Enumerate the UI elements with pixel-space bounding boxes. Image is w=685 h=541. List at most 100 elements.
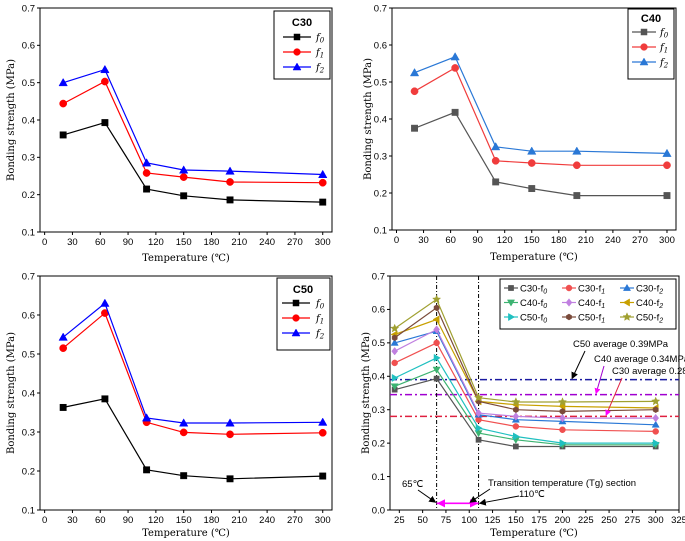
data-point-f2 — [141, 158, 152, 167]
data-point-f0 — [451, 108, 459, 116]
series-line-f1 — [414, 67, 667, 166]
series-line-c30-f0 — [394, 377, 656, 448]
x-tick-label: 270 — [632, 235, 648, 246]
x-tick-label: 125 — [485, 515, 501, 526]
axis-ticks: 0.1 0.2 0.3 0.4 0.5 0.6 0.7 0 30 60 90 120 150 180 210… — [22, 3, 331, 248]
legend-frame — [627, 8, 675, 80]
legend-label: f1 — [659, 43, 668, 55]
data-point-f0 — [101, 395, 109, 403]
x-tick-label: 0 — [42, 237, 47, 248]
data-point-c50-f1 — [513, 406, 519, 413]
legend-items: C30-f0 C30-f1 C30-f2 C40-f0 C40-f1 C40-f2 C50-… — [504, 284, 663, 325]
series-line-c30-f1 — [394, 342, 656, 432]
x-tick-label: 200 — [555, 515, 571, 526]
data-point-f0 — [319, 198, 327, 206]
y-tick-label: 0.1 — [22, 227, 35, 238]
data-point-c50-f2 — [557, 397, 568, 406]
data-point-c40-f1 — [559, 413, 566, 423]
data-point-c40-f0 — [390, 383, 399, 391]
data-point-f1 — [410, 87, 419, 96]
x-tick-label: 300 — [659, 235, 675, 246]
data-point-f1 — [451, 64, 459, 72]
x-tick-label: 180 — [204, 237, 220, 248]
legend-marker — [506, 299, 516, 307]
data-point-f0 — [180, 192, 188, 200]
legend-marker — [622, 298, 630, 307]
legend-marker — [640, 28, 648, 36]
y-tick-label: 0.3 — [22, 427, 35, 438]
y-tick-label: 0.7 — [372, 271, 385, 282]
series-marks — [58, 64, 328, 206]
x-tick-label: 250 — [601, 515, 617, 526]
data-point-f1 — [226, 430, 234, 439]
x-tick-label: 210 — [231, 515, 247, 526]
x-tick-label: 50 — [417, 515, 428, 526]
y-tick-label: 0.5 — [374, 77, 387, 88]
data-point-c30-f2 — [651, 420, 660, 428]
data-point-f1 — [101, 77, 109, 86]
data-point-f2 — [141, 413, 152, 422]
y-axis-label: Bonding strength (MPa) — [6, 332, 17, 454]
data-point-f1 — [527, 159, 536, 167]
y-tick-label: 0.1 — [374, 225, 387, 236]
data-point-c50-f0 — [652, 439, 660, 448]
x-tick-label: 90 — [472, 235, 483, 246]
series-line-c50-f0 — [394, 357, 656, 444]
data-point-f0 — [226, 196, 234, 204]
data-point-f2 — [450, 52, 460, 61]
data-point-f2 — [58, 332, 68, 341]
chart-title: C30 — [292, 17, 312, 29]
y-tick-label: 0.4 — [374, 114, 387, 125]
legend-marker — [565, 284, 573, 292]
x-tick-label: 240 — [605, 235, 621, 246]
legend-box: C30-f0 C30-f1 C30-f2 C40-f0 C40-f1 C40-f2 C50-… — [499, 278, 677, 330]
x-tick-label: 120 — [148, 237, 164, 248]
x-tick-label: 150 — [176, 237, 192, 248]
annotation-65c: 65℃ — [402, 479, 424, 490]
x-tick-label: 180 — [551, 235, 567, 246]
legend-marker — [639, 57, 649, 66]
data-point-f0 — [492, 178, 500, 186]
y-tick-label: 0.1 — [22, 505, 35, 516]
data-point-f0 — [143, 466, 151, 474]
data-point-c50-f0 — [513, 432, 520, 441]
series-line-c40-f0 — [394, 368, 656, 446]
legend-label: C40-f0 — [520, 298, 547, 310]
data-point-f0 — [59, 403, 67, 411]
legend-label: C50-f1 — [578, 313, 605, 325]
legend-marker — [293, 33, 301, 41]
data-point-f0 — [528, 185, 536, 193]
series-line-f1 — [62, 80, 323, 184]
data-point-c30-f1 — [512, 423, 520, 430]
y-tick-label: 0.1 — [372, 472, 385, 483]
data-point-c50-f1 — [559, 408, 566, 415]
arrow-65c — [417, 489, 437, 503]
x-tick-label: 270 — [287, 237, 303, 248]
x-axis-label: Temperature (℃) — [490, 528, 578, 539]
data-point-c50-f0 — [391, 373, 399, 382]
legend-label: C30-f2 — [636, 284, 663, 296]
x-tick-label: 0 — [42, 515, 47, 526]
data-point-c40-f1 — [652, 413, 660, 423]
y-tick-label: 0.2 — [374, 188, 387, 199]
data-point-f0 — [101, 119, 109, 127]
data-point-f1 — [59, 344, 68, 352]
data-point-c40-f2 — [432, 315, 440, 324]
data-point-c30-f1 — [559, 426, 566, 434]
data-point-f2 — [662, 148, 672, 157]
x-tick-label: 270 — [287, 515, 303, 526]
data-point-f1 — [59, 99, 68, 108]
legend-frame — [273, 10, 331, 80]
data-point-f1 — [179, 428, 188, 437]
data-point-c50-f2 — [511, 397, 521, 406]
x-tick-label: 60 — [95, 515, 106, 526]
data-point-c50-f2 — [473, 392, 484, 402]
x-tick-label: 300 — [315, 515, 331, 526]
data-point-c30-f1 — [652, 428, 659, 435]
x-tick-label: 325 — [671, 515, 685, 526]
legend-frame — [276, 277, 331, 351]
y-axis-label: Bonding strength (MPa) — [363, 58, 374, 180]
legend-label: f1 — [315, 314, 324, 326]
x-tick-label: 240 — [259, 515, 275, 526]
data-point-f2 — [527, 146, 537, 155]
